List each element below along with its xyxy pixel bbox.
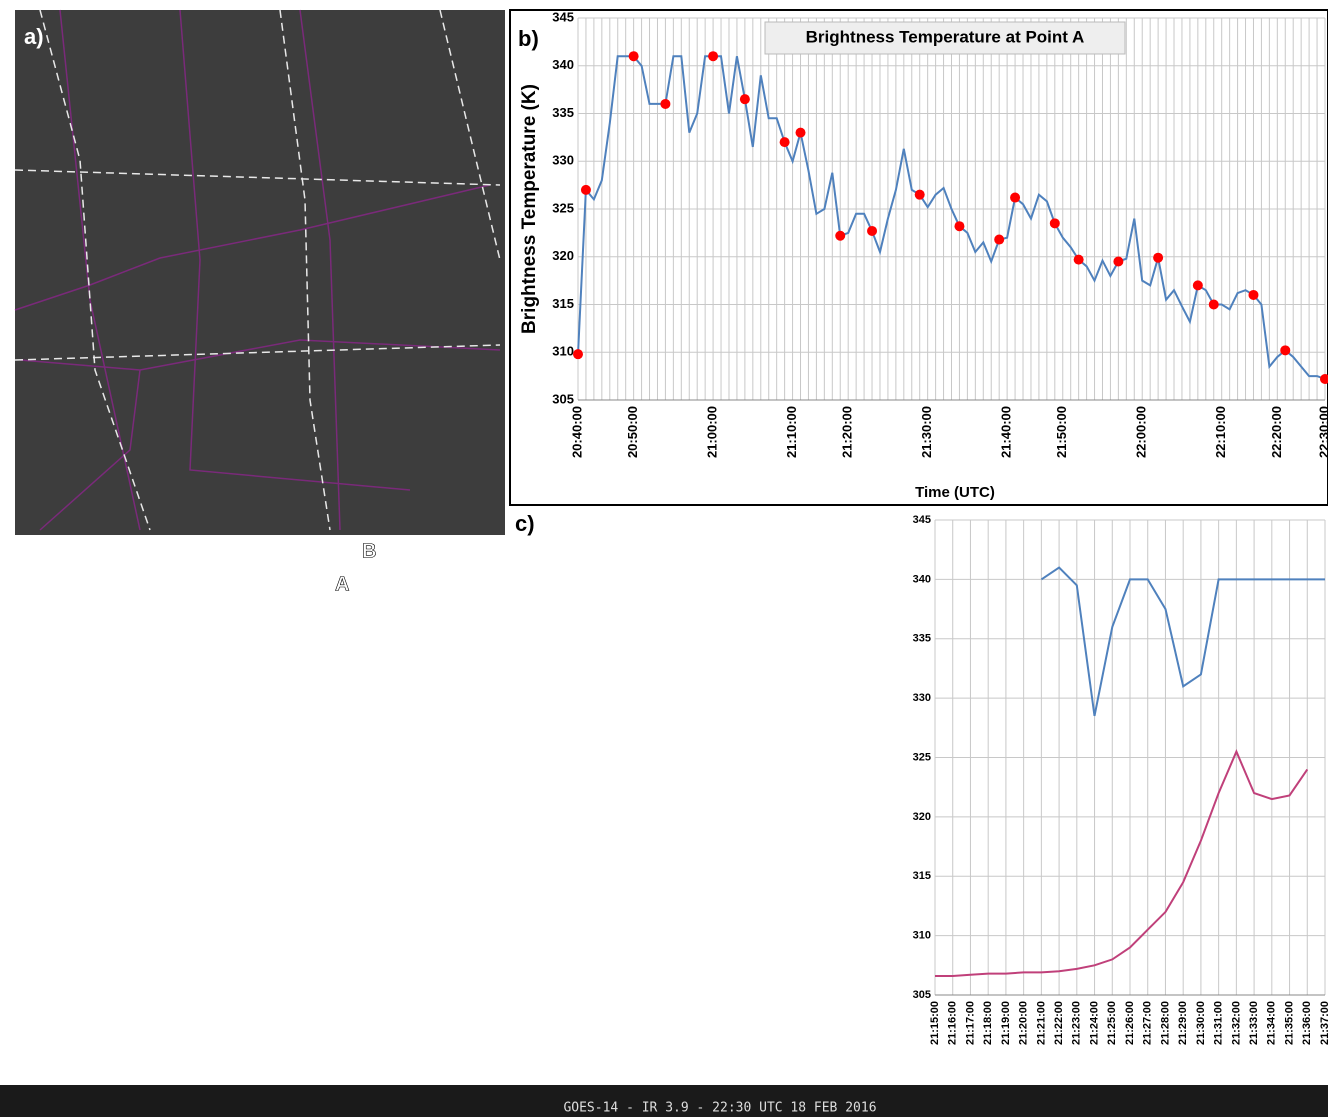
x-tick-label: 21:40:00 [999,406,1014,458]
y-tick-label: 320 [552,248,574,263]
x-tick-label: 21:30:00 [1195,1001,1207,1045]
data-point [660,99,670,109]
x-tick-label: 21:20:00 [840,406,855,458]
data-point [573,349,583,359]
x-tick-label: 21:00:00 [705,406,720,458]
data-point [796,128,806,138]
figure: a) A B GOES-14 - IR 3.9 - 22:30 UTC 18 F… [0,0,1328,1117]
data-point [780,137,790,147]
data-line [935,752,1307,976]
x-tick-label: 21:22:00 [1053,1001,1065,1045]
data-point [1280,345,1290,355]
data-point [1074,255,1084,265]
x-tick-label: 21:32:00 [1230,1001,1242,1045]
y-tick-label: 340 [552,57,574,72]
x-tick-label: 21:27:00 [1142,1001,1154,1045]
y-tick-label: 335 [913,633,931,645]
x-tick-label: 21:26:00 [1124,1001,1136,1045]
y-tick-label: 340 [913,573,931,585]
x-tick-label: 21:30:00 [919,406,934,458]
data-point [954,221,964,231]
x-tick-label: 20:50:00 [625,406,640,458]
x-tick-label: 21:24:00 [1088,1001,1100,1045]
image-caption: GOES-14 - IR 3.9 - 22:30 UTC 18 FEB 2016 [563,1101,876,1116]
chart-title: Brightness Temperature at Point A [806,27,1085,46]
data-point [740,94,750,104]
x-tick-label: 21:25:00 [1106,1001,1118,1045]
data-point [1113,257,1123,267]
data-point [629,51,639,61]
x-tick-label: 20:40:00 [569,406,584,458]
y-tick-label: 305 [913,989,931,1001]
data-point [1050,218,1060,228]
x-tick-label: 22:30:00 [1316,406,1328,458]
y-tick-label: 335 [552,105,574,120]
x-tick-label: 21:28:00 [1159,1001,1171,1045]
panel-label: b) [518,26,539,51]
panel-label: c) [515,511,535,536]
x-tick-label: 21:33:00 [1248,1001,1260,1045]
y-tick-label: 320 [913,811,931,823]
data-point [994,235,1004,245]
x-tick-label: 21:23:00 [1071,1001,1083,1045]
x-tick-label: 22:20:00 [1269,406,1284,458]
point-label: B [362,540,376,562]
x-tick-label: 21:17:00 [964,1001,976,1045]
x-tick-label: 21:36:00 [1301,1001,1313,1045]
page: {"panel_a": {"label": "a)", "points": ["… [0,0,1328,1117]
data-point [708,51,718,61]
x-tick-label: 21:31:00 [1213,1001,1225,1045]
panel-label: a) [24,24,44,49]
y-tick-label: 315 [913,870,931,882]
y-tick-label: 330 [913,692,931,704]
data-point [1248,290,1258,300]
x-tick-label: 21:16:00 [947,1001,959,1045]
x-tick-label: 21:18:00 [982,1001,994,1045]
x-tick-label: 21:35:00 [1283,1001,1295,1045]
x-tick-label: 21:20:00 [1018,1001,1030,1045]
x-tick-label: 21:34:00 [1266,1001,1278,1045]
data-point [867,226,877,236]
data-point [1010,193,1020,203]
y-tick-label: 315 [552,296,574,311]
x-axis-label: Time (UTC) [915,484,995,501]
x-tick-label: 22:10:00 [1213,406,1228,458]
x-tick-label: 22:00:00 [1134,406,1149,458]
y-tick-label: 330 [552,153,574,168]
data-point [581,185,591,195]
y-axis-label: Brightness Temperature (K) [519,84,540,334]
x-tick-label: 21:50:00 [1054,406,1069,458]
x-tick-label: 21:29:00 [1177,1001,1189,1045]
x-tick-label: 21:15:00 [929,1001,941,1045]
y-tick-label: 325 [913,751,931,763]
x-tick-label: 21:37:00 [1319,1001,1328,1045]
y-tick-label: 310 [552,344,574,359]
x-tick-label: 21:19:00 [1000,1001,1012,1045]
data-point [915,190,925,200]
y-tick-label: 345 [913,514,931,526]
y-tick-label: 305 [552,391,574,406]
y-tick-label: 325 [552,200,574,215]
data-point [1153,253,1163,263]
satellite-image [15,10,505,535]
x-tick-label: 21:10:00 [784,406,799,458]
point-label: A [335,573,349,595]
data-point [1193,280,1203,290]
data-point [835,231,845,241]
y-tick-label: 345 [552,9,574,24]
x-tick-label: 21:21:00 [1035,1001,1047,1045]
data-point [1209,300,1219,310]
y-tick-label: 310 [913,930,931,942]
